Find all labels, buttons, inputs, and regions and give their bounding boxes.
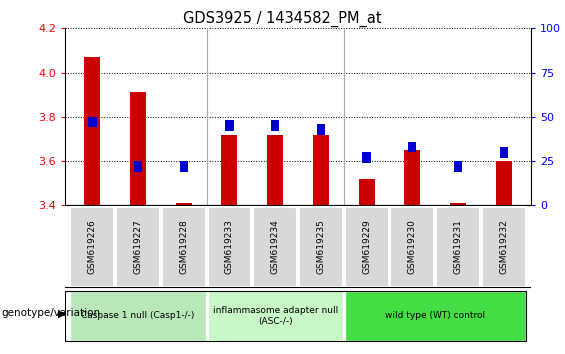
FancyBboxPatch shape [436,207,480,287]
FancyBboxPatch shape [390,207,434,287]
Bar [313,135,329,205]
Text: GSM619234: GSM619234 [271,219,280,274]
Bar [496,161,512,205]
Bar [499,147,508,158]
Bar [88,117,97,127]
Bar [134,161,142,172]
Bar [363,152,371,163]
FancyBboxPatch shape [162,207,206,287]
FancyBboxPatch shape [207,291,343,341]
Bar [225,120,233,131]
Bar [176,203,192,205]
Text: GDS3925 / 1434582_PM_at: GDS3925 / 1434582_PM_at [183,11,382,27]
Text: Caspase 1 null (Casp1-/-): Caspase 1 null (Casp1-/-) [81,312,195,320]
FancyBboxPatch shape [71,207,114,287]
Bar [405,150,420,205]
Text: inflammasome adapter null
(ASC-/-): inflammasome adapter null (ASC-/-) [212,306,338,326]
Bar [271,120,279,131]
Bar [450,203,466,205]
Text: wild type (WT) control: wild type (WT) control [385,312,485,320]
Text: genotype/variation: genotype/variation [2,308,101,318]
FancyBboxPatch shape [71,291,206,341]
FancyBboxPatch shape [345,207,389,287]
Bar [180,161,188,172]
Bar [84,57,101,205]
FancyBboxPatch shape [482,207,525,287]
Text: GSM619231: GSM619231 [454,219,463,274]
Text: GSM619228: GSM619228 [179,219,188,274]
FancyBboxPatch shape [299,207,343,287]
Text: GSM619226: GSM619226 [88,219,97,274]
Bar [221,135,237,205]
Bar [454,161,462,172]
Text: GSM619233: GSM619233 [225,219,234,274]
Text: GSM619232: GSM619232 [499,219,508,274]
FancyBboxPatch shape [207,207,251,287]
Bar [359,179,375,205]
Bar [317,124,325,135]
Bar [267,135,283,205]
Text: GSM619229: GSM619229 [362,219,371,274]
FancyBboxPatch shape [345,291,525,341]
Text: ▶: ▶ [58,308,67,318]
Text: GSM619235: GSM619235 [316,219,325,274]
Bar [130,92,146,205]
Text: GSM619227: GSM619227 [133,219,142,274]
FancyBboxPatch shape [116,207,160,287]
FancyBboxPatch shape [253,207,297,287]
Bar [408,142,416,152]
Text: GSM619230: GSM619230 [408,219,417,274]
